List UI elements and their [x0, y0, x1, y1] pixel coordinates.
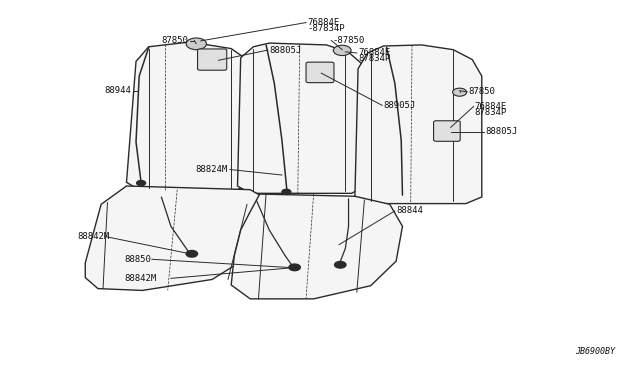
Text: 88850: 88850: [125, 255, 152, 264]
Text: 88805J: 88805J: [269, 45, 301, 55]
Polygon shape: [231, 194, 403, 299]
Circle shape: [282, 189, 291, 195]
Circle shape: [335, 262, 346, 268]
Text: 87850: 87850: [161, 36, 188, 45]
Text: 87834P: 87834P: [358, 54, 390, 63]
Text: 88905J: 88905J: [383, 101, 416, 110]
Text: 76884E: 76884E: [358, 48, 390, 58]
Circle shape: [186, 250, 198, 257]
Text: -87834P: -87834P: [307, 24, 345, 33]
Text: JB6900BY: JB6900BY: [575, 347, 615, 356]
Polygon shape: [355, 45, 482, 203]
FancyBboxPatch shape: [433, 121, 460, 141]
FancyBboxPatch shape: [306, 62, 334, 83]
Text: -87850: -87850: [333, 36, 365, 45]
Text: 88805J: 88805J: [485, 127, 517, 136]
Polygon shape: [237, 43, 364, 193]
Text: 87834P: 87834P: [475, 108, 507, 117]
Text: 88842M: 88842M: [77, 232, 109, 241]
Text: 88844: 88844: [396, 206, 423, 215]
Circle shape: [289, 264, 300, 271]
Circle shape: [333, 45, 351, 55]
Text: 88824M: 88824M: [196, 165, 228, 174]
Circle shape: [186, 38, 207, 50]
Text: 76884E: 76884E: [475, 102, 507, 111]
Text: 88944: 88944: [104, 86, 131, 95]
Circle shape: [452, 88, 467, 96]
Polygon shape: [127, 42, 250, 190]
FancyBboxPatch shape: [198, 49, 227, 70]
Polygon shape: [85, 186, 269, 291]
Text: 76884E: 76884E: [307, 18, 340, 27]
Circle shape: [137, 180, 145, 186]
Text: 87850: 87850: [468, 87, 495, 96]
Text: 88842M: 88842M: [125, 274, 157, 283]
